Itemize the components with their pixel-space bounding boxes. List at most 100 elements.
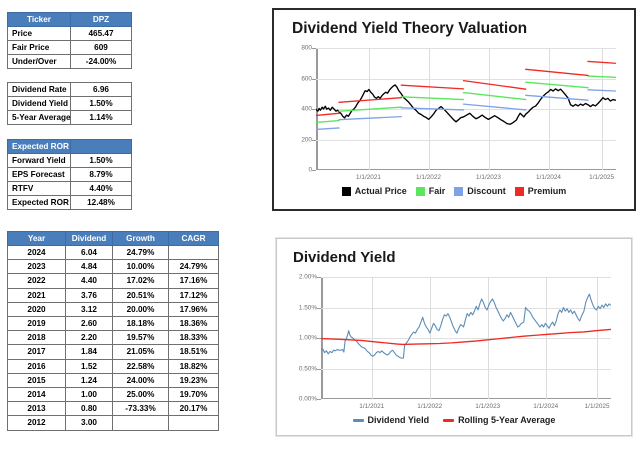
x-axis-label: 1/1/2021 — [359, 403, 385, 410]
dividend-history-table: Year Dividend Growth CAGR 2024 6.04 24.79% 202… — [7, 231, 219, 431]
x-gridline — [597, 277, 599, 399]
valuation-plot-area: 0 200 400 600 800 1/1/2021 1/1/2022 1/1/2023 1/1… — [301, 45, 616, 181]
x-axis-label: 1/1/2024 — [536, 174, 561, 181]
row-label: Price — [7, 26, 71, 41]
dividend-stats-body: Dividend Rate 6.96 Dividend Yield 1.50% 5-Ye… — [7, 82, 132, 125]
x-gridline — [548, 48, 550, 170]
table-row: 2023 4.84 10.00% 24.79% — [7, 259, 219, 275]
cell-dividend: 4.40 — [65, 273, 113, 289]
chart-series-layer — [316, 60, 616, 131]
cell-growth: 10.00% — [112, 259, 169, 275]
chart-series-layer — [321, 293, 611, 359]
series-fair — [525, 81, 589, 89]
table-row: Dividend Yield 1.50% — [7, 96, 132, 111]
cell-dividend: 1.24 — [65, 372, 113, 389]
row-value: 609 — [70, 40, 132, 55]
cell-dividend: 4.84 — [65, 259, 113, 275]
table-row: Forward Yield 1.50% — [7, 153, 132, 168]
cell-cagr — [168, 244, 219, 261]
row-label: EPS Forecast — [7, 167, 71, 182]
y-tick-mark — [312, 109, 316, 110]
column-header: Ticker — [7, 12, 71, 27]
legend-swatch — [514, 186, 524, 196]
y-gridline — [321, 338, 611, 339]
legend-item: Discount — [454, 186, 506, 196]
y-gridline — [321, 368, 611, 370]
yield-plot-area: 0.00% 0.50% 1.00% 1.50% 2.00% 1/1/2021 1/1/202… — [299, 274, 611, 410]
y-gridline — [316, 109, 616, 110]
row-value: 465.47 — [70, 26, 132, 41]
cell-year: 2015 — [7, 372, 66, 389]
ticker-summary-table: Ticker DPZ Price 465.47 Fair Price 609 Under/O… — [7, 12, 132, 69]
column-header: Growth — [112, 231, 169, 246]
row-value: 1.50% — [70, 96, 132, 111]
x-gridline — [371, 277, 373, 399]
table-row: 2017 1.84 21.05% 18.51% — [7, 344, 219, 360]
row-value: -24.00% — [70, 54, 132, 69]
table-row: 2020 3.12 20.00% 17.96% — [7, 301, 219, 318]
table-row: 5-Year Average 1.14% — [7, 110, 132, 125]
series-fair — [587, 75, 616, 78]
y-gridline — [316, 78, 616, 80]
column-header — [70, 139, 132, 154]
cell-growth: -73.33% — [112, 401, 169, 417]
x-gridline — [429, 277, 431, 399]
series-premium — [587, 60, 616, 64]
legend-item: Rolling 5-Year Average — [443, 415, 555, 425]
x-axis-label: 1/1/2025 — [589, 174, 615, 181]
series-discount — [316, 127, 340, 131]
x-gridline — [488, 48, 490, 170]
y-gridline — [316, 139, 616, 141]
dividend-history-body: 2024 6.04 24.79% 2023 4.84 10.00% 24.79% 2022 4.… — [7, 244, 219, 431]
table-row: 2018 2.20 19.57% 18.33% — [7, 330, 219, 346]
legend-item: Fair — [415, 186, 446, 196]
cell-cagr: 18.51% — [168, 344, 219, 360]
legend-label: Dividend Yield — [367, 415, 430, 425]
y-axis-label: 0.00% — [298, 395, 317, 403]
cell-cagr: 19.23% — [168, 372, 219, 389]
cell-year: 2020 — [7, 301, 66, 318]
y-axis-label: 200 — [301, 136, 312, 143]
series-dividend-yield — [321, 293, 611, 359]
legend-label: Premium — [527, 186, 567, 196]
y-tick-mark — [317, 338, 321, 339]
yield-chart-panel: Dividend Yield 0.00% 0.50% 1.00% 1.50% 2.00%… — [276, 238, 632, 436]
series-discount — [400, 107, 465, 111]
yield-chart-legend: Dividend Yield Rolling 5-Year Average — [277, 415, 631, 425]
x-gridline — [487, 277, 489, 399]
table-row: 2013 0.80 -73.33% 20.17% — [7, 401, 219, 417]
cell-year: 2023 — [7, 259, 66, 275]
series-discount — [525, 94, 589, 101]
table-row: Under/Over -24.00% — [7, 54, 132, 69]
y-axis-label: 2.00% — [298, 273, 317, 281]
legend-label: Rolling 5-Year Average — [458, 415, 556, 425]
cell-cagr: 18.82% — [168, 358, 219, 374]
cell-growth: 18.18% — [112, 316, 169, 332]
cell-cagr: 17.12% — [168, 287, 219, 303]
x-axis-label: 1/1/2023 — [475, 403, 501, 410]
y-tick-mark — [312, 78, 316, 80]
cell-year: 2018 — [7, 330, 66, 346]
y-axis-label: 1.00% — [298, 334, 317, 342]
valuation-chart-legend: Actual Price Fair Discount Premium — [274, 186, 634, 196]
table-row: 2019 2.60 18.18% 18.36% — [7, 316, 219, 332]
row-value: 8.79% — [70, 167, 132, 182]
series-fair — [316, 119, 340, 124]
table-row: Fair Price 609 — [7, 40, 132, 55]
row-label: Dividend Rate — [7, 82, 71, 97]
legend-label: Fair — [428, 186, 446, 196]
y-axis-label: 600 — [301, 75, 312, 82]
y-tick-mark — [317, 277, 321, 278]
x-axis-label: 1/1/2023 — [476, 174, 501, 181]
series-discount — [587, 89, 616, 92]
cell-year: 2019 — [7, 316, 66, 332]
legend-item: Dividend Yield — [352, 415, 430, 425]
table-row: Expected ROR 12.48% — [7, 195, 132, 210]
row-label: RTFV — [7, 181, 71, 196]
table-row: EPS Forecast 8.79% — [7, 167, 132, 182]
table-row: 2016 1.52 22.58% 18.82% — [7, 358, 219, 374]
series-premium — [525, 68, 589, 77]
x-axis-line — [316, 168, 616, 170]
row-label: Under/Over — [7, 54, 71, 69]
column-header: Dividend — [65, 231, 113, 246]
